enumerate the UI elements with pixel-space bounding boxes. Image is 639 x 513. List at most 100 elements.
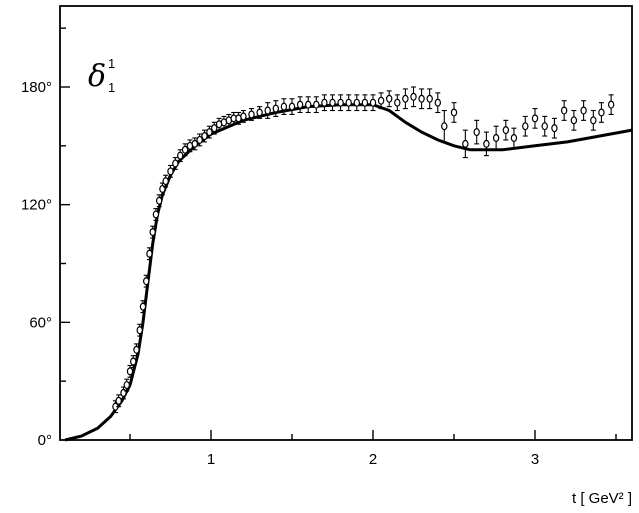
data-point <box>296 96 304 114</box>
data-point <box>139 300 147 314</box>
phase-symbol: δ 1 1 <box>88 56 115 95</box>
data-marker <box>426 94 433 103</box>
data-point <box>196 133 203 147</box>
data-marker <box>607 100 615 109</box>
data-marker <box>139 302 147 311</box>
x-tick-labels: 1 2 3 <box>207 451 539 468</box>
data-point <box>329 94 336 112</box>
data-marker <box>483 139 490 148</box>
data-point <box>149 225 156 239</box>
data-point <box>377 92 385 110</box>
data-point <box>146 247 153 261</box>
data-point <box>313 96 320 114</box>
data-marker <box>191 139 198 148</box>
data-point <box>570 109 578 131</box>
data-point <box>450 102 458 123</box>
data-marker <box>531 114 539 123</box>
data-marker <box>296 100 304 109</box>
data-marker <box>152 210 160 219</box>
data-point <box>126 364 134 378</box>
phase-symbol-subscript: 1 <box>108 80 115 95</box>
data-marker <box>560 106 568 115</box>
data-point <box>462 129 469 159</box>
y-tick-label: 120° <box>21 197 52 214</box>
data-point <box>186 139 194 153</box>
data-point <box>191 137 198 151</box>
data-point <box>159 182 166 196</box>
data-point <box>112 400 119 414</box>
data-marker <box>590 116 597 125</box>
data-point <box>492 125 500 151</box>
data-point <box>531 108 539 129</box>
data-point <box>353 94 360 112</box>
data-marker <box>240 112 247 121</box>
data-point <box>551 117 558 139</box>
data-point <box>235 111 242 125</box>
y-tick-labels: 0° 60° 120° 180° <box>21 79 52 449</box>
data-point <box>345 94 352 112</box>
data-marker <box>288 102 296 111</box>
data-point <box>211 121 218 135</box>
data-marker <box>570 116 578 125</box>
data-point <box>264 102 271 119</box>
data-point <box>361 94 369 112</box>
data-point <box>598 102 605 123</box>
data-marker <box>142 277 150 286</box>
data-marker <box>337 98 344 107</box>
data-point <box>541 115 548 137</box>
data-marker <box>162 177 169 186</box>
data-marker <box>206 128 213 137</box>
data-point <box>426 88 433 110</box>
data-marker <box>361 98 369 107</box>
data-point <box>473 119 480 145</box>
data-point <box>142 274 150 288</box>
data-point <box>280 98 288 116</box>
y-tick-label: 60° <box>29 314 52 331</box>
data-point <box>288 98 296 116</box>
x-tick-label: 1 <box>207 451 215 468</box>
y-tick-label: 180° <box>21 79 52 96</box>
phase-symbol-main: δ <box>88 59 106 94</box>
data-point <box>394 94 401 112</box>
data-point <box>502 119 510 141</box>
data-point <box>162 174 169 188</box>
data-marker <box>377 96 385 105</box>
data-marker <box>551 124 558 133</box>
data-marker <box>305 100 312 109</box>
data-marker <box>126 367 134 376</box>
data-marker <box>492 133 500 142</box>
data-point <box>177 149 184 163</box>
data-marker <box>155 196 163 205</box>
data-marker <box>541 122 548 131</box>
data-marker <box>181 145 189 154</box>
data-point <box>181 143 189 157</box>
data-marker <box>313 100 320 109</box>
data-point <box>206 125 213 139</box>
data-marker <box>369 98 377 107</box>
data-point <box>410 86 417 108</box>
data-marker <box>418 94 425 103</box>
data-marker <box>201 132 208 141</box>
data-point <box>240 109 247 123</box>
data-point <box>321 94 328 112</box>
data-marker <box>264 106 271 115</box>
data-point <box>305 96 312 114</box>
data-marker <box>280 102 288 111</box>
data-marker <box>329 98 336 107</box>
y-tick-label: 0° <box>38 432 52 449</box>
data-marker <box>580 106 587 115</box>
data-point <box>337 94 344 112</box>
data-point <box>201 129 208 143</box>
data-point <box>152 208 160 221</box>
data-point <box>607 94 615 116</box>
data-point <box>441 109 448 143</box>
data-marker <box>211 124 218 133</box>
data-point <box>167 164 174 178</box>
data-point <box>220 115 228 129</box>
data-point <box>248 108 255 121</box>
data-marker <box>345 98 352 107</box>
x-tick-label: 3 <box>531 451 539 468</box>
data-point <box>590 109 597 131</box>
data-marker <box>149 228 156 237</box>
data-marker <box>510 133 518 142</box>
